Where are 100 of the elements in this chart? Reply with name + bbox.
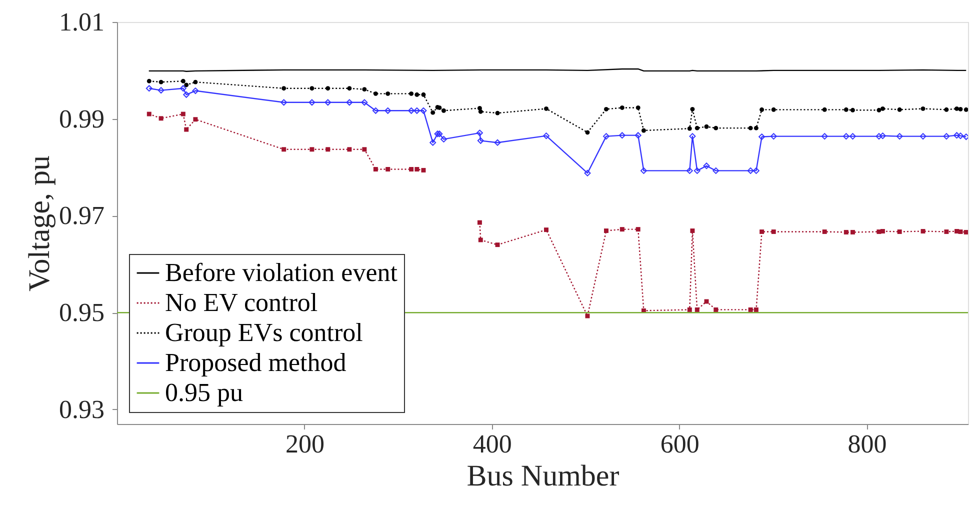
legend-label: 0.95 pu [165,378,243,407]
point [620,227,624,232]
point [944,229,949,234]
point [362,87,367,92]
point [920,229,926,234]
point [758,134,766,140]
point [771,229,776,234]
point [158,87,164,94]
point [689,133,696,140]
point [771,107,776,112]
point [414,107,420,114]
point [146,112,152,116]
point [408,107,415,114]
point [760,229,764,234]
point [760,107,764,112]
point [347,147,352,152]
legend-label: No EV control [165,288,318,317]
point [434,130,441,138]
point [954,229,959,234]
point [477,220,482,225]
point [436,130,443,138]
point [754,126,758,130]
point [495,242,500,248]
point [585,130,590,135]
point [183,91,190,98]
point [326,147,330,152]
point [880,106,885,111]
point [879,132,886,140]
point [897,229,902,234]
point [958,229,963,234]
point [602,133,610,140]
point [849,133,856,140]
point [822,107,827,112]
point [544,228,548,232]
point [703,162,710,170]
point [752,167,760,174]
point [544,106,548,111]
point [620,105,624,110]
point [409,91,414,96]
point [384,107,392,114]
point [844,107,848,112]
point [441,108,446,113]
point [386,91,390,96]
point [324,99,332,106]
point [421,168,426,172]
point [180,112,186,116]
legend-label: Proposed method [165,348,346,377]
point [495,110,500,116]
point [618,132,626,139]
y-tick-label: 0.93 [59,394,104,424]
point [310,147,314,152]
point [326,86,330,91]
point [641,128,646,133]
point [146,78,152,84]
y-tick-label: 0.99 [59,104,104,134]
y-axis-title: Voltage, pu [23,155,56,292]
point [747,167,754,174]
point [146,85,152,92]
x-axis-title: Bus Number [466,460,620,492]
point [876,133,882,140]
y-tick-label: 1.01 [59,8,104,36]
point [282,86,286,91]
point [844,230,848,234]
x-tick-label: 600 [660,430,700,458]
point [604,106,608,112]
point [184,127,189,132]
point [414,167,420,172]
point [880,229,885,234]
point [184,82,189,88]
point [180,78,186,84]
point [636,227,640,232]
point [958,106,963,112]
point [687,307,692,312]
point [964,230,968,234]
point [704,124,709,129]
point [714,307,718,312]
point [690,228,695,233]
point [409,167,414,172]
point [770,133,777,140]
point [957,132,964,140]
x-tick-label: 200 [285,430,324,458]
point [193,80,198,84]
point [920,106,926,111]
point [192,88,199,94]
point [282,147,286,152]
point [954,106,959,111]
point [686,167,693,174]
point [636,105,640,110]
point [310,86,314,91]
point [687,126,692,131]
point [494,139,501,146]
point [414,92,420,97]
point [943,133,950,140]
point [754,307,758,312]
point [694,126,700,130]
point [386,167,390,172]
point [604,228,608,233]
point [822,229,827,234]
legend-label: Before violation event [165,258,398,287]
point [372,107,379,114]
